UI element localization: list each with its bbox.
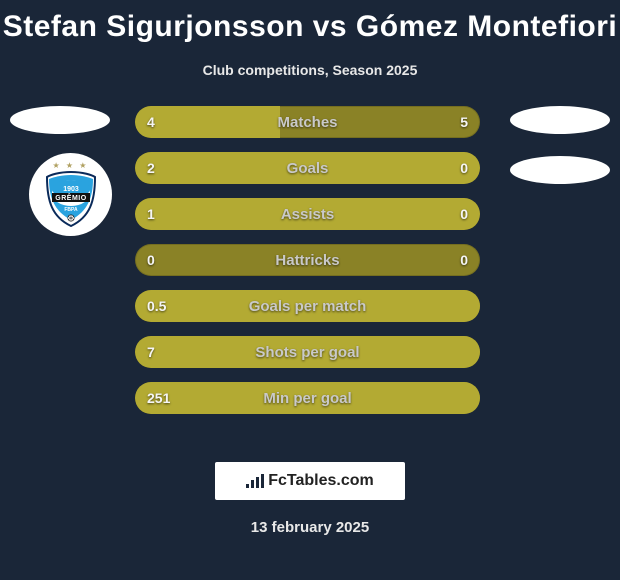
stat-bar-left	[135, 152, 404, 184]
stat-value-right: 0	[460, 244, 468, 276]
stat-bar-left	[135, 336, 480, 368]
badge-suffix: FBPA	[64, 207, 78, 213]
shield-icon: 1903 GRÊMIO FBPA	[44, 171, 98, 227]
player-right-placeholder-2	[510, 156, 610, 184]
stat-value-right: 0	[460, 152, 468, 184]
stat-bar-right	[404, 152, 480, 184]
chart-icon	[246, 474, 264, 488]
player-right-placeholder-1	[510, 106, 610, 134]
stat-value-left: 2	[147, 152, 155, 184]
stat-row: 251Min per goal	[135, 382, 480, 414]
stat-value-left: 0	[147, 244, 155, 276]
stat-value-left: 4	[147, 106, 155, 138]
stat-bar-left	[135, 382, 480, 414]
stat-label: Hattricks	[135, 244, 480, 276]
badge-club-name: GRÊMIO	[55, 193, 86, 202]
stat-value-left: 7	[147, 336, 155, 368]
site-logo-text: FcTables.com	[268, 472, 374, 490]
stat-row: 0.5Goals per match	[135, 290, 480, 322]
badge-year: 1903	[63, 186, 79, 193]
stat-row: 20Goals	[135, 152, 480, 184]
subtitle: Club competitions, Season 2025	[0, 62, 620, 78]
stat-value-left: 1	[147, 198, 155, 230]
stat-row: 7Shots per goal	[135, 336, 480, 368]
page-title: Stefan Sigurjonsson vs Gómez Montefiori	[0, 0, 620, 44]
stat-row: 45Matches	[135, 106, 480, 138]
stat-bar-left	[135, 290, 480, 322]
comparison-area: ★ ★ ★ 1903 GRÊMIO FBPA 45Matches20Goals1…	[0, 106, 620, 426]
club-badge: ★ ★ ★ 1903 GRÊMIO FBPA	[29, 153, 112, 236]
stat-row: 0 0Hattricks	[135, 244, 480, 276]
site-logo: FcTables.com	[215, 462, 405, 500]
stat-row: 10Assists	[135, 198, 480, 230]
date-label: 13 february 2025	[0, 519, 620, 536]
stat-value-right: 5	[460, 106, 468, 138]
stat-value-right: 0	[460, 198, 468, 230]
stat-value-left: 0.5	[147, 290, 166, 322]
stat-bar-right	[404, 198, 480, 230]
stat-bar-left	[135, 106, 280, 138]
badge-stars-icon: ★ ★ ★	[53, 162, 89, 170]
stat-value-left: 251	[147, 382, 170, 414]
stat-bar-left	[135, 198, 404, 230]
player-left-placeholder	[10, 106, 110, 134]
stat-bars: 45Matches20Goals10Assists00Hattricks0.5G…	[135, 106, 480, 428]
